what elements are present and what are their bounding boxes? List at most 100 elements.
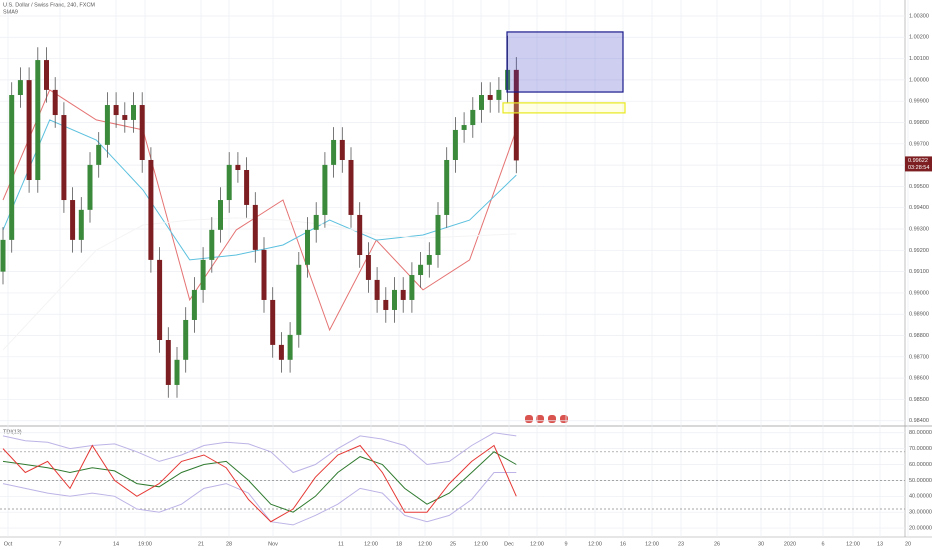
x-tick-label: 9 xyxy=(564,541,567,547)
candle-body xyxy=(426,255,432,265)
y-tick-label: 1.00100 xyxy=(909,56,929,62)
candle-body xyxy=(191,289,197,320)
candle-body xyxy=(322,164,328,215)
y-tick-label: 0.99100 xyxy=(909,269,929,275)
candle-body xyxy=(513,69,519,161)
y-tick-label: 1.00300 xyxy=(909,13,929,19)
candle-body xyxy=(44,60,49,90)
y-tick-label: 0.99900 xyxy=(909,99,929,105)
x-tick-label: 12:00 xyxy=(588,541,602,547)
candle-body xyxy=(52,89,58,116)
y-tick-label: 0.98600 xyxy=(909,376,929,382)
candle-body xyxy=(26,80,32,181)
y-tick-label: 30.00000 xyxy=(909,510,932,516)
candle-body xyxy=(96,144,102,165)
event-icon[interactable] xyxy=(548,415,556,423)
y-tick-label: 0.98800 xyxy=(909,333,929,339)
candle-body xyxy=(331,139,337,165)
x-tick-label: 20 xyxy=(905,541,911,547)
y-tick-label: 40.00000 xyxy=(909,494,932,500)
line-series xyxy=(2,432,517,474)
candle-body xyxy=(157,259,163,340)
x-tick-label: 12:00 xyxy=(474,541,488,547)
candle-body xyxy=(244,170,250,205)
y-tick-label: 80.00000 xyxy=(909,430,932,436)
event-icon[interactable] xyxy=(525,415,533,423)
candle-body xyxy=(409,275,415,300)
candle-body xyxy=(200,259,206,290)
x-tick-label: Nov xyxy=(268,541,278,547)
candle-body xyxy=(278,344,284,360)
x-tick-label: 12:00 xyxy=(846,541,860,547)
x-tick-label: 2020 xyxy=(784,541,796,547)
x-tick-label: 23 xyxy=(678,541,684,547)
candle-body xyxy=(17,80,23,96)
x-tick-label: 12:00 xyxy=(645,541,659,547)
zone-box xyxy=(506,31,624,93)
candle-body xyxy=(139,105,145,160)
candle-body xyxy=(444,159,450,215)
y-tick-label: 60.00000 xyxy=(909,462,932,468)
candle-body xyxy=(70,200,76,240)
x-tick-label: Oct xyxy=(4,541,13,547)
candle-body xyxy=(261,249,267,300)
candle-body xyxy=(496,89,502,100)
y-tick-label: 0.99400 xyxy=(909,205,929,211)
candle-body xyxy=(183,319,189,360)
last-price-box xyxy=(905,156,932,172)
candle-body xyxy=(0,239,6,272)
y-tick-label: 0.98400 xyxy=(909,418,929,424)
y-tick-label: 20.00000 xyxy=(909,526,932,532)
line-series xyxy=(2,451,517,513)
x-tick-label: 12:00 xyxy=(364,541,378,547)
x-tick-label: 25 xyxy=(450,541,456,547)
candle-body xyxy=(9,95,15,240)
x-tick-label: 28 xyxy=(226,541,232,547)
candle-body xyxy=(392,289,397,310)
last-price-label: 0.99622 xyxy=(908,158,928,164)
line-series xyxy=(2,119,517,261)
y-tick-label: 70.00000 xyxy=(909,446,932,452)
indicator-label: SMA9 xyxy=(3,9,18,15)
candle-body xyxy=(174,359,180,385)
y-tick-label: 0.98900 xyxy=(909,312,929,318)
y-tick-label: 0.98700 xyxy=(909,354,929,360)
x-tick-label: 30 xyxy=(758,541,764,547)
y-tick-label: 0.99000 xyxy=(909,290,929,296)
candle-body xyxy=(365,255,371,280)
x-tick-label: 21 xyxy=(198,541,204,547)
candle-body xyxy=(461,125,467,130)
grid xyxy=(0,0,909,537)
candle-body xyxy=(226,164,232,201)
candle-body xyxy=(113,105,119,116)
y-tick-label: 0.99800 xyxy=(909,120,929,126)
line-series xyxy=(2,444,517,523)
candle-body xyxy=(400,289,406,300)
x-tick-label: 26 xyxy=(714,541,720,547)
candle-body xyxy=(383,299,389,310)
event-icon[interactable] xyxy=(560,415,568,423)
y-tick-label: 0.99300 xyxy=(909,226,929,232)
y-tick-label: 0.99200 xyxy=(909,248,929,254)
candle-body xyxy=(61,115,67,201)
y-tick-label: 0.99700 xyxy=(909,141,929,147)
candle-body xyxy=(235,164,241,170)
zone-box xyxy=(502,102,626,114)
candle-body xyxy=(313,214,319,230)
y-tick-label: 1.00200 xyxy=(909,35,929,41)
x-tick-label: Dec xyxy=(504,541,514,547)
line-series xyxy=(2,89,517,332)
candle-body xyxy=(374,279,380,300)
y-tick-label: 0.98500 xyxy=(909,397,929,403)
candle-body xyxy=(148,159,154,260)
y-tick-label: 50.00000 xyxy=(909,478,932,484)
candle-body xyxy=(252,204,258,250)
candle-body xyxy=(339,139,345,160)
x-tick-label: 13 xyxy=(877,541,883,547)
candle-body xyxy=(131,105,136,120)
candle-body xyxy=(218,200,223,230)
x-tick-label: 19:00 xyxy=(138,541,152,547)
